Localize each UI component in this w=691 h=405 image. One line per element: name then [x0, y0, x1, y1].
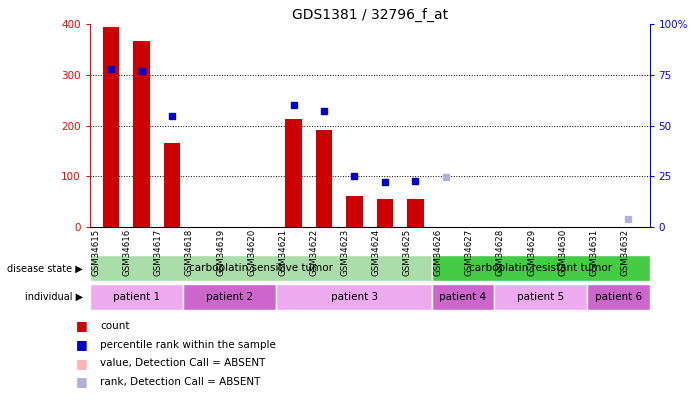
Text: ■: ■	[76, 338, 88, 351]
Text: count: count	[100, 321, 130, 331]
Text: GSM34622: GSM34622	[310, 229, 319, 276]
Bar	[587, 284, 650, 310]
Text: GSM34618: GSM34618	[185, 229, 194, 276]
Text: GSM34616: GSM34616	[123, 229, 132, 276]
Bar	[90, 284, 183, 310]
Text: patient 4: patient 4	[439, 292, 486, 302]
Bar	[407, 199, 424, 227]
Text: percentile rank within the sample: percentile rank within the sample	[100, 340, 276, 350]
Text: GSM34625: GSM34625	[403, 229, 412, 276]
Text: patient 1: patient 1	[113, 292, 160, 302]
Bar	[494, 284, 587, 310]
Text: rank, Detection Call = ABSENT: rank, Detection Call = ABSENT	[100, 377, 261, 387]
Text: GSM34623: GSM34623	[341, 229, 350, 276]
Text: carboplatin sensitive tumor: carboplatin sensitive tumor	[189, 263, 333, 273]
Text: GSM34619: GSM34619	[216, 229, 225, 276]
Title: GDS1381 / 32796_f_at: GDS1381 / 32796_f_at	[292, 8, 448, 22]
Text: patient 5: patient 5	[517, 292, 565, 302]
Text: patient 2: patient 2	[206, 292, 254, 302]
Text: GSM34620: GSM34620	[247, 229, 256, 276]
Text: disease state ▶: disease state ▶	[7, 263, 83, 273]
Bar	[346, 196, 363, 227]
Bar	[276, 284, 432, 310]
Bar	[316, 130, 332, 227]
Bar	[90, 255, 432, 281]
Bar	[103, 27, 120, 227]
Bar	[133, 40, 150, 227]
Text: GSM34621: GSM34621	[278, 229, 287, 276]
Bar	[432, 255, 650, 281]
Text: ■: ■	[76, 375, 88, 388]
Bar	[183, 284, 276, 310]
Text: GSM34629: GSM34629	[527, 229, 536, 276]
Text: GSM34632: GSM34632	[621, 229, 630, 276]
Bar	[377, 199, 393, 227]
Text: GSM34630: GSM34630	[558, 229, 567, 276]
Text: carboplatin resistant tumor: carboplatin resistant tumor	[469, 263, 612, 273]
Text: value, Detection Call = ABSENT: value, Detection Call = ABSENT	[100, 358, 265, 368]
Text: patient 3: patient 3	[330, 292, 378, 302]
Text: GSM34628: GSM34628	[496, 229, 505, 276]
Bar	[432, 284, 494, 310]
Text: GSM34627: GSM34627	[465, 229, 474, 276]
Text: GSM34631: GSM34631	[589, 229, 598, 276]
Text: patient 6: patient 6	[595, 292, 642, 302]
Text: GSM34615: GSM34615	[92, 229, 101, 276]
Text: GSM34624: GSM34624	[372, 229, 381, 276]
Text: individual ▶: individual ▶	[25, 292, 83, 302]
Text: GSM34626: GSM34626	[434, 229, 443, 276]
Text: GSM34617: GSM34617	[154, 229, 163, 276]
Bar	[285, 119, 302, 227]
Text: ■: ■	[76, 357, 88, 370]
Bar	[164, 143, 180, 227]
Text: ■: ■	[76, 320, 88, 333]
